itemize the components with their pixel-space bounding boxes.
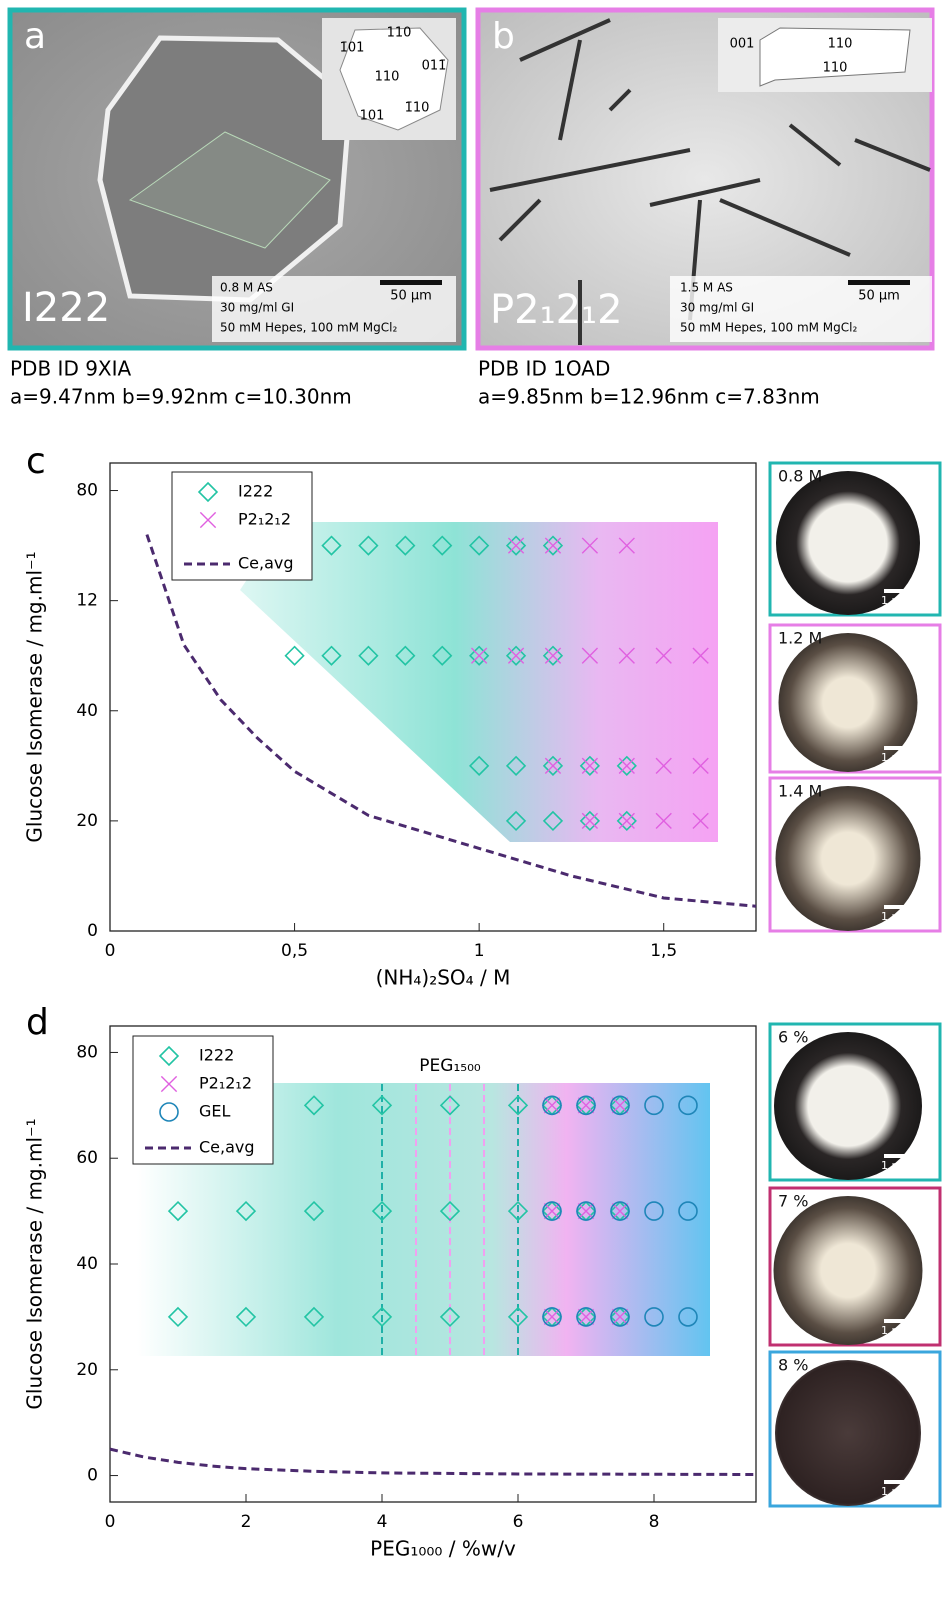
thumbnail-label: 6 %	[778, 1028, 808, 1047]
scale-bar	[884, 746, 924, 750]
condition: 0.8 M AS	[220, 281, 273, 295]
x-tick-label: 1	[474, 941, 485, 961]
scale-bar	[380, 280, 442, 285]
thumbnail-scale: 1 mm	[881, 1324, 913, 1337]
facet-label: 001	[730, 37, 755, 52]
y-axis-label: Glucose Isomerase / mg.ml⁻¹	[23, 551, 47, 842]
y-tick-label: 20	[76, 811, 98, 831]
facet-label: 110	[387, 26, 412, 41]
scale-label: 50 µm	[390, 289, 432, 304]
panel-label: d	[26, 1002, 49, 1043]
legend-label: Ce,avg	[199, 1138, 255, 1157]
legend-label: P2₁2₁2	[238, 510, 291, 529]
scale-bar	[848, 280, 910, 285]
y-tick-label: 40	[76, 1254, 98, 1274]
condition: 50 mM Hepes, 100 mM MgCl₂	[220, 321, 397, 335]
x-axis-label: (NH₄)₂SO₄ / M	[376, 966, 511, 990]
cell-params: a=9.47nm b=9.92nm c=10.30nm	[10, 385, 352, 409]
y-tick-label: 60	[76, 1148, 98, 1168]
y-tick-label: 12	[76, 591, 98, 611]
condition: 30 mg/ml GI	[680, 301, 754, 315]
y-tick-label: 80	[76, 481, 98, 501]
x-tick-label: 0,5	[281, 941, 308, 961]
x-tick-label: 6	[513, 1512, 524, 1532]
scale-bar	[884, 1154, 924, 1158]
thumbnail-label: 8 %	[778, 1356, 808, 1375]
facet-label: 011̄	[422, 59, 447, 74]
x-axis-label: PEG₁₀₀₀ / %w/v	[370, 1537, 516, 1561]
legend-label: GEL	[199, 1102, 231, 1121]
facet-label: 110	[823, 61, 848, 76]
thumbnail-scale: 1 mm	[881, 910, 913, 923]
legend-label: Ce,avg	[238, 554, 294, 573]
pdb-id: PDB ID 1OAD	[478, 357, 610, 381]
condition: 50 mM Hepes, 100 mM MgCl₂	[680, 321, 857, 335]
scale-bar	[884, 905, 924, 909]
facet-label: 101	[360, 109, 385, 124]
thumbnail-label: 1.2 M	[778, 629, 822, 648]
annotation: PEG₁₅₀₀	[419, 1056, 481, 1076]
panel-label: b	[492, 16, 515, 57]
legend-label: P2₁2₁2	[199, 1074, 252, 1093]
y-tick-label: 20	[76, 1360, 98, 1380]
panel-label: c	[26, 441, 46, 482]
diamond-marker	[286, 647, 304, 665]
condition: 30 mg/ml GI	[220, 301, 294, 315]
x-tick-label: 2	[241, 1512, 252, 1532]
legend-label: I222	[199, 1046, 234, 1065]
facet-label: 110	[828, 37, 853, 52]
condition: 1.5 M AS	[680, 281, 733, 295]
scale-label: 50 µm	[858, 289, 900, 304]
y-tick-label: 0	[87, 921, 98, 941]
space-group: P2₁2₁2	[490, 287, 623, 333]
x-tick-label: 0	[105, 941, 116, 961]
y-tick-label: 40	[76, 701, 98, 721]
scale-bar	[884, 1319, 924, 1323]
thumbnail-label: 1.4 M	[778, 782, 822, 801]
x-tick-label: 0	[105, 1512, 116, 1532]
y-axis-label: Glucose Isomerase / mg.ml⁻¹	[23, 1118, 47, 1409]
figure: 1̄01 110 011̄ 110 1̄10 101 a I222 0.8 M …	[0, 0, 942, 1608]
legend-label: I222	[238, 482, 273, 501]
y-tick-label: 80	[76, 1042, 98, 1062]
thumbnail-scale: 1 mm	[881, 1485, 913, 1498]
thumbnail-scale: 1 mm	[881, 751, 913, 764]
page: 1̄01 110 011̄ 110 1̄10 101 a I222 0.8 M …	[0, 0, 942, 1608]
thumbnail-scale: 1 mm	[881, 594, 913, 607]
scale-bar	[884, 1480, 924, 1484]
ce-curve	[110, 1449, 756, 1474]
facet-label: 110	[375, 70, 400, 85]
thumbnail-scale: 1 mm	[881, 1159, 913, 1172]
x-tick-label: 4	[377, 1512, 388, 1532]
scale-bar	[884, 589, 924, 593]
x-tick-label: 8	[649, 1512, 660, 1532]
thumbnail-label: 0.8 M	[778, 467, 822, 486]
cell-params: a=9.85nm b=12.96nm c=7.83nm	[478, 385, 820, 409]
panel-label: a	[24, 16, 46, 57]
facet-label: 1̄01	[340, 41, 365, 56]
space-group: I222	[22, 285, 110, 331]
pdb-id: PDB ID 9XIA	[10, 357, 132, 381]
x-tick-label: 1,5	[650, 941, 677, 961]
facet-label: 1̄10	[405, 101, 430, 116]
y-tick-label: 0	[87, 1466, 98, 1486]
thumbnail-label: 7 %	[778, 1192, 808, 1211]
